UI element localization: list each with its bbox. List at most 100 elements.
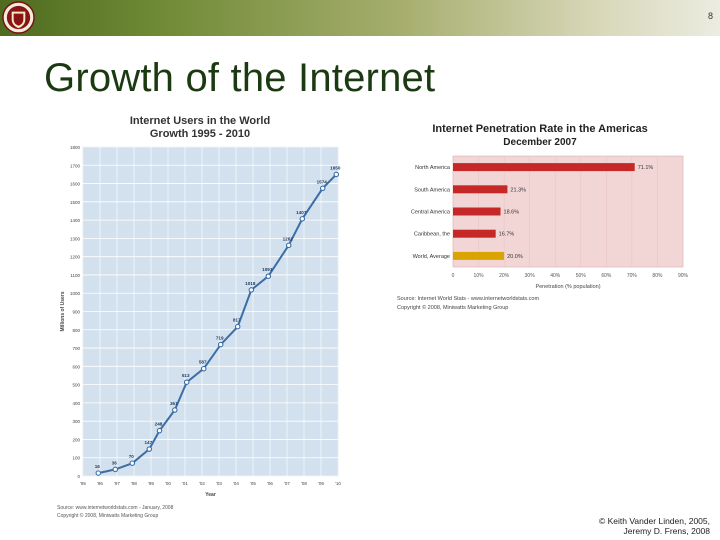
data-point — [112, 466, 119, 473]
y-tick-label: 1400 — [70, 218, 81, 223]
y-tick-label: 1600 — [70, 182, 81, 187]
data-point — [95, 470, 102, 476]
y-tick-label: 1000 — [70, 291, 81, 296]
y-tick-label: 1800 — [70, 145, 81, 150]
data-point — [319, 185, 326, 192]
x-tick-label: '98 — [131, 481, 137, 486]
category-label: Central America — [411, 210, 451, 216]
data-label: 1018 — [245, 281, 256, 286]
category-label: World, Average — [413, 254, 450, 260]
data-point — [333, 171, 340, 178]
bar-value-label: 21.3% — [510, 187, 526, 193]
y-tick-label: 700 — [72, 346, 80, 351]
bar — [453, 185, 508, 194]
data-label: 16 — [95, 464, 101, 469]
chart-subtitle: December 2007 — [503, 137, 577, 148]
users-series-line — [98, 173, 338, 475]
bar-value-label: 20.0% — [507, 254, 523, 260]
category-label: North America — [415, 165, 451, 171]
x-tick-label: '95 — [80, 481, 86, 486]
chart-subtitle: Growth 1995 - 2010 — [150, 128, 250, 140]
x-tick-label: 30% — [525, 273, 536, 279]
y-tick-label: 1200 — [70, 255, 81, 260]
x-tick-label: 90% — [678, 273, 689, 279]
x-axis-label: Penetration (% population) — [535, 284, 600, 290]
data-label: 719 — [216, 336, 224, 341]
data-point — [234, 323, 241, 330]
slide-title: Growth of the Internet — [44, 56, 436, 100]
x-tick-label: '96 — [97, 481, 103, 486]
credit-text: © Keith Vander Linden, 2005, Jeremy D. F… — [599, 516, 710, 536]
x-tick-label: '03 — [216, 481, 222, 486]
bar — [453, 229, 496, 238]
y-tick-label: 1300 — [70, 236, 81, 241]
credit-line-1: © Keith Vander Linden, 2005, — [598, 516, 710, 526]
y-tick-label: 200 — [72, 437, 80, 442]
x-tick-label: 0 — [452, 273, 455, 279]
college-seal-logo — [2, 1, 35, 34]
header-bar — [0, 0, 720, 36]
x-axis-label: Year — [205, 492, 216, 498]
data-label: 817 — [233, 318, 241, 323]
x-tick-label: 60% — [601, 273, 612, 279]
data-point — [129, 460, 136, 466]
data-label: 587 — [199, 360, 207, 365]
y-tick-label: 600 — [72, 364, 80, 369]
bar — [453, 207, 501, 216]
data-point — [217, 341, 224, 348]
bar — [453, 163, 635, 172]
y-tick-label: 900 — [72, 310, 80, 315]
x-tick-label: 50% — [576, 273, 587, 279]
data-point — [299, 216, 306, 222]
source-line-2: Copyright © 2008, Miniwatts Marketing Gr… — [57, 512, 158, 519]
x-tick-label: 20% — [499, 273, 510, 279]
data-label: 36 — [112, 460, 118, 465]
data-label: 513 — [182, 373, 190, 378]
data-label: 1093 — [262, 267, 273, 272]
x-tick-label: '04 — [233, 481, 239, 486]
data-label: 147 — [144, 440, 152, 445]
data-point — [248, 287, 255, 293]
source-line-1: Source: www.internetworldstats.com - Jan… — [57, 505, 174, 511]
source-line-1: Source: Internet World Stats - www.inter… — [397, 296, 539, 302]
bar-value-label: 71.1% — [638, 165, 654, 171]
penetration-rate-chart: Internet Penetration Rate in the America… — [397, 123, 689, 311]
data-label: 1262 — [283, 236, 294, 241]
y-tick-label: 1100 — [70, 273, 80, 278]
credit-line-2: Jeremy D. Frens, 2008 — [623, 526, 710, 536]
y-tick-label: 300 — [72, 419, 80, 424]
data-point — [183, 379, 190, 385]
x-tick-label: '02 — [199, 481, 205, 486]
data-point — [146, 446, 153, 452]
y-tick-label: 800 — [72, 328, 80, 333]
data-point — [285, 242, 292, 249]
x-tick-label: '01 — [182, 481, 188, 486]
data-point — [172, 407, 178, 413]
chart-title: Internet Users in the World — [130, 115, 270, 127]
data-label: 1407 — [296, 210, 307, 215]
x-tick-label: '06 — [267, 481, 273, 486]
x-tick-label: '10 — [335, 481, 341, 486]
x-tick-label: 10% — [474, 273, 485, 279]
y-axis-label: Millions of Users — [60, 291, 66, 331]
y-tick-label: 1500 — [70, 200, 81, 205]
data-label: 248 — [155, 422, 163, 427]
y-tick-label: 400 — [72, 401, 80, 406]
x-tick-label: '97 — [114, 481, 120, 486]
y-tick-label: 500 — [72, 383, 80, 388]
bar-value-label: 18.6% — [504, 210, 520, 216]
category-label: South America — [414, 187, 451, 193]
source-line-2: Copyright © 2008, Miniwatts Marketing Gr… — [397, 304, 508, 311]
category-label: Caribbean, the — [414, 232, 450, 238]
y-tick-label: 100 — [72, 456, 80, 461]
data-label: 1650 — [330, 165, 341, 170]
x-tick-label: '07 — [284, 481, 290, 486]
data-label: 70 — [129, 454, 135, 459]
data-point — [156, 427, 163, 434]
y-tick-label: 0 — [77, 474, 80, 479]
x-tick-label: 40% — [550, 273, 561, 279]
x-tick-label: 80% — [652, 273, 663, 279]
average-bar — [453, 251, 505, 260]
x-tick-label: '00 — [165, 481, 171, 486]
